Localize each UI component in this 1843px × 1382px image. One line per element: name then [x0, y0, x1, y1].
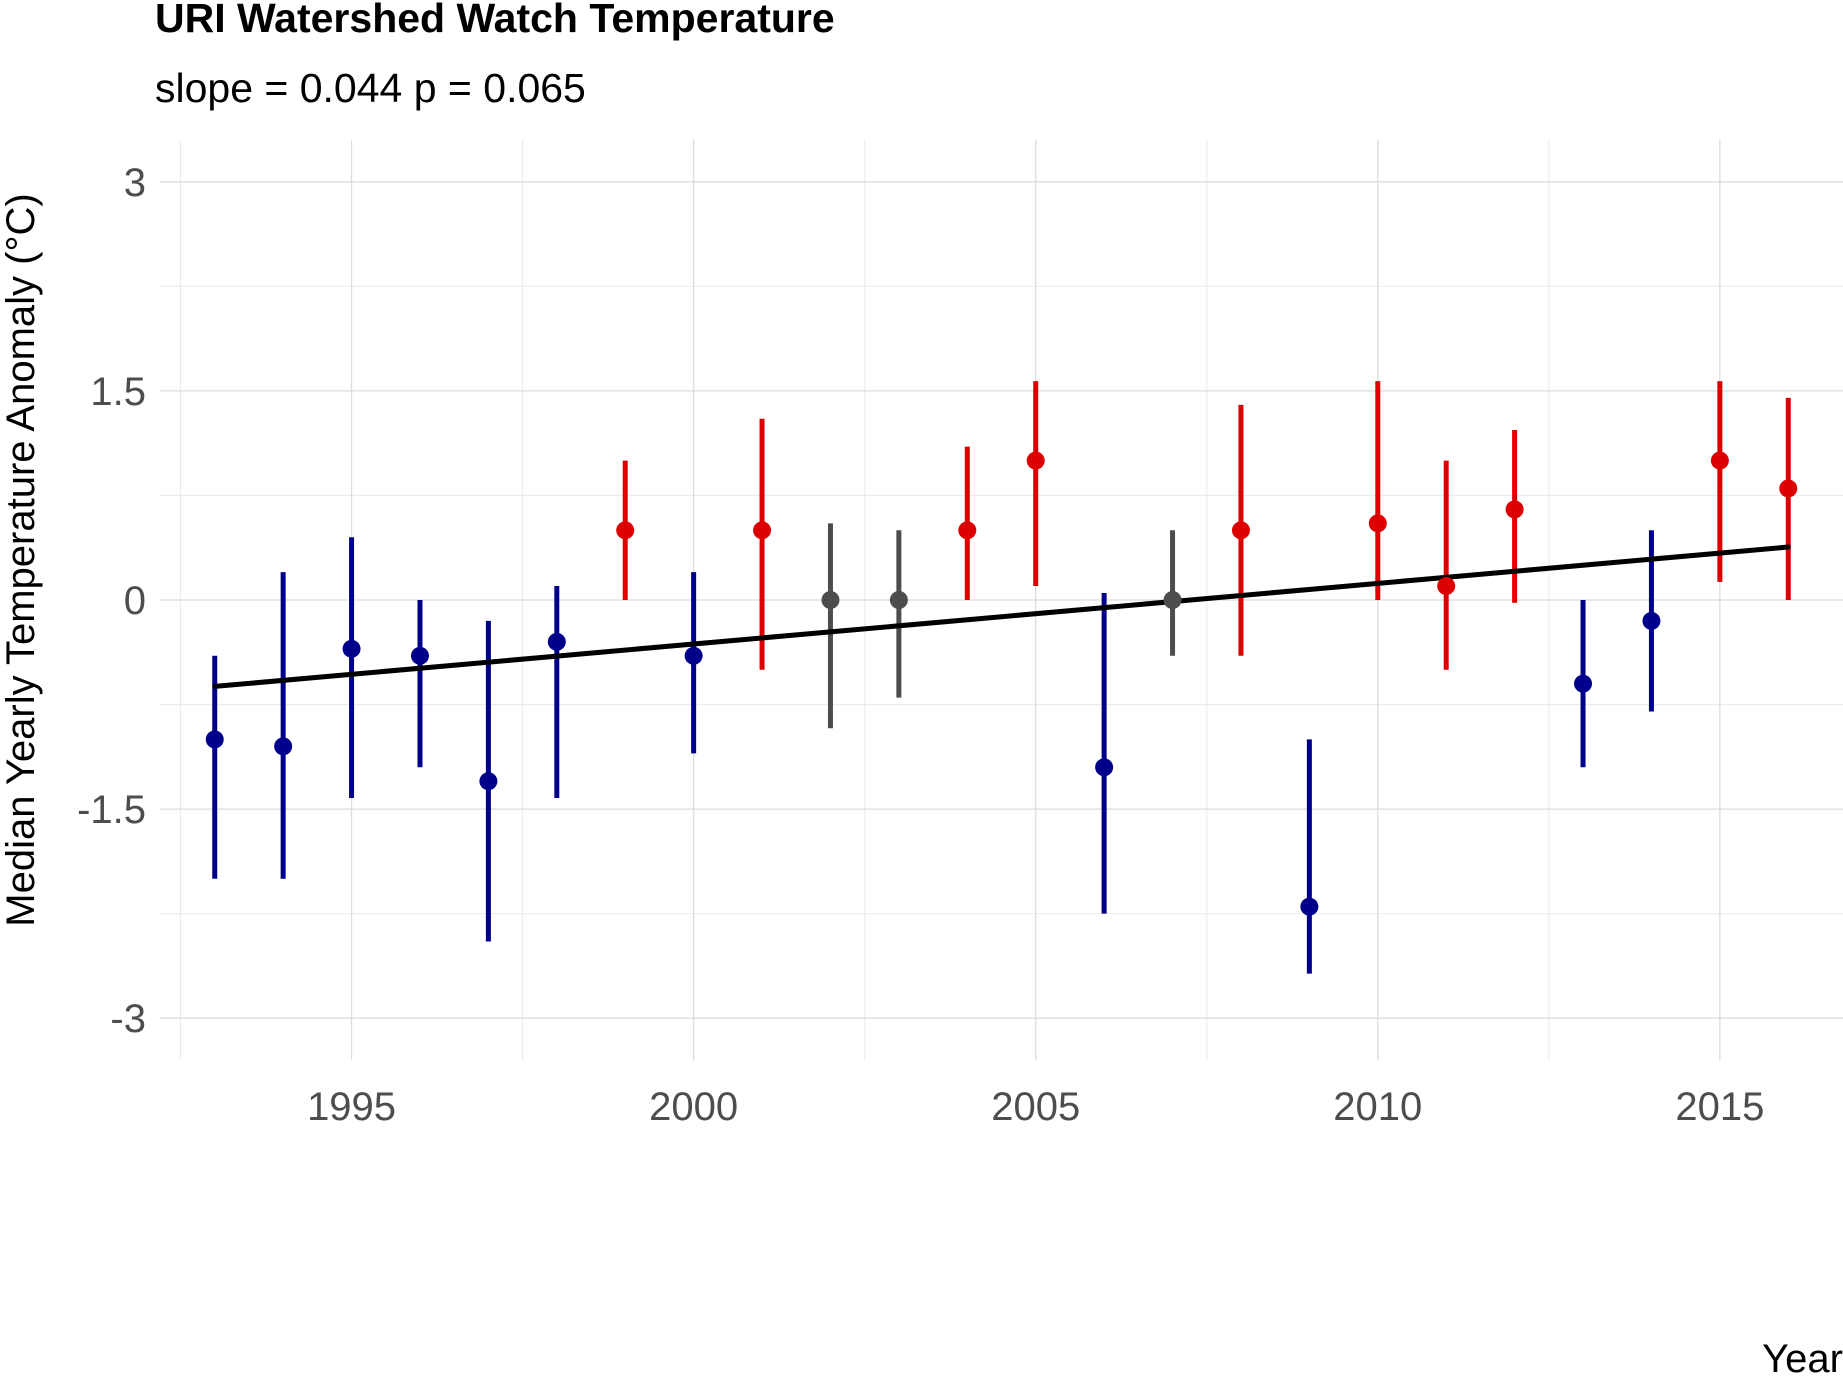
y-tick-label: 0	[124, 579, 146, 623]
y-tick-label: 1.5	[90, 370, 146, 414]
error-bars	[212, 381, 1791, 974]
x-tick-label: 2000	[649, 1085, 738, 1129]
data-point	[1026, 451, 1045, 470]
data-point	[1368, 514, 1387, 533]
data-points	[205, 451, 1798, 916]
x-tick-label: 2010	[1333, 1085, 1422, 1129]
y-axis-tick-labels: -3 -1.5 0 1.5 3	[77, 161, 146, 1041]
data-point	[1231, 521, 1250, 540]
chart-title: URI Watershed Watch Temperature	[155, 0, 835, 41]
x-tick-label: 1995	[307, 1085, 396, 1129]
data-point	[1710, 451, 1729, 470]
data-point	[410, 646, 429, 665]
x-axis-title: Year	[1762, 1337, 1843, 1381]
chart-subtitle: slope = 0.044 p = 0.065	[155, 65, 586, 111]
data-point	[1163, 591, 1182, 609]
data-point	[1779, 479, 1798, 498]
y-tick-label: 3	[124, 161, 146, 205]
data-point	[889, 591, 908, 609]
data-point	[616, 521, 635, 540]
data-point	[274, 737, 293, 756]
data-point	[205, 730, 224, 749]
trend-line-group	[212, 544, 1791, 689]
y-tick-label: -1.5	[77, 788, 146, 832]
data-point	[342, 639, 361, 658]
y-tick-label: -3	[110, 997, 146, 1041]
x-tick-label: 2005	[991, 1085, 1080, 1129]
major-gridlines	[160, 140, 1843, 1060]
data-point	[547, 632, 566, 651]
data-point	[1437, 577, 1456, 596]
x-tick-label: 2015	[1675, 1085, 1764, 1129]
data-point	[1642, 611, 1661, 630]
data-point	[1095, 758, 1114, 777]
x-axis-tick-labels: 1995 2000 2005 2010 2015	[307, 1085, 1764, 1129]
data-point	[821, 591, 840, 609]
data-point	[684, 646, 703, 665]
data-point	[958, 521, 977, 540]
data-point	[753, 521, 772, 540]
data-point	[1574, 674, 1593, 693]
data-point	[1505, 500, 1524, 519]
y-axis-title: Median Yearly Temperature Anomaly (°C)	[0, 193, 43, 926]
data-point	[479, 772, 498, 791]
trend-line	[212, 544, 1791, 689]
data-point	[1300, 897, 1319, 916]
